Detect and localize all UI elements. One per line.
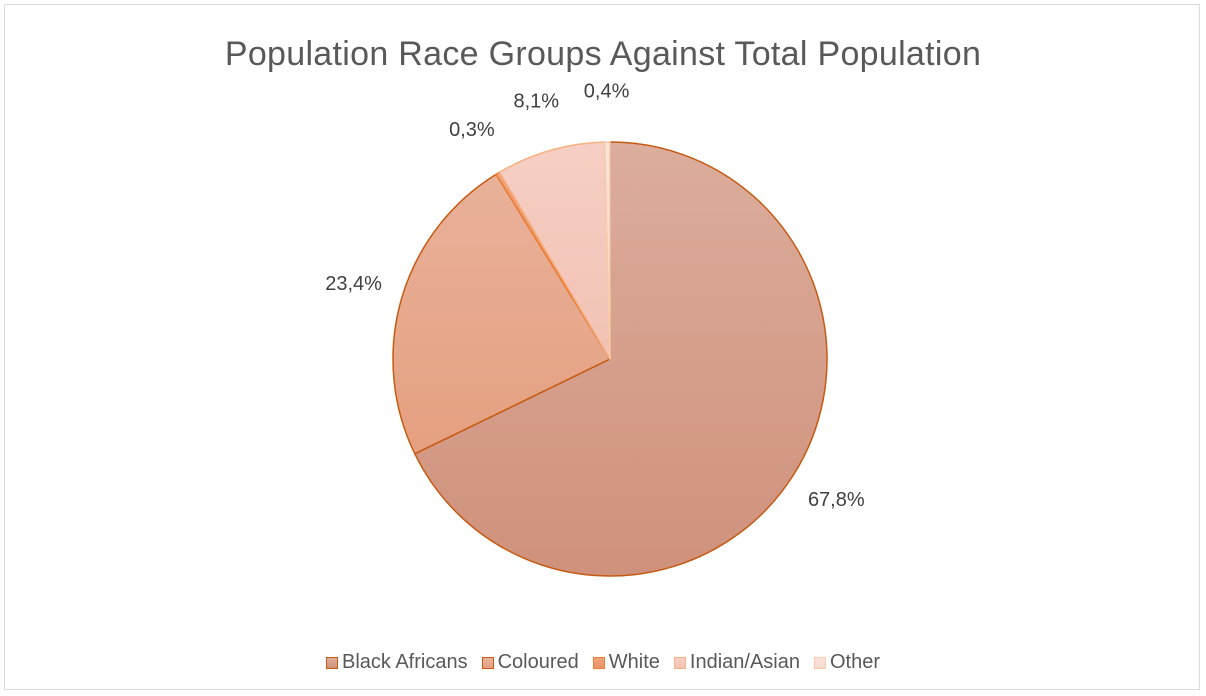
chart-title: Population Race Groups Against Total Pop… [224,35,982,73]
data-label-indian-asian: 8,1% [514,91,560,113]
legend-label: Black Africans [341,651,468,673]
legend-label: Indian/Asian [689,651,800,673]
pie-slices [392,141,828,577]
legend-swatch [673,656,686,669]
pie-slice-other [603,141,611,360]
data-label-coloured: 23,4% [325,273,382,295]
legend-item-other: Other [813,651,880,674]
legend-item-coloured: Coloured [481,651,579,674]
pie-slice-coloured [392,173,611,455]
data-label-white: 0,3% [449,119,495,141]
pie-slice-black-africans [414,141,828,577]
legend-item-indian-asian: Indian/Asian [673,651,800,674]
legend-swatch [592,656,605,669]
legend-label: Other [829,651,880,673]
legend-label: Coloured [497,651,579,673]
legend-swatch [813,656,826,669]
legend-item-black-africans: Black Africans [325,651,468,674]
chart-legend: Black Africans Coloured White Indian/Asian O… [5,651,1201,674]
data-label-other: 0,4% [584,80,630,102]
pie-slice-indian-asian [498,141,611,360]
legend-label: White [608,651,660,673]
legend-swatch [481,656,494,669]
chart-area: Population Race Groups Against Total Pop… [4,4,1200,690]
legend-item-white: White [592,651,660,674]
legend-swatch [325,656,338,669]
pie-plot: 67,8% 23,4% 0,3% 8,1% 0,4% [325,80,865,577]
pie-labels: 67,8% 23,4% 0,3% 8,1% 0,4% [325,80,865,511]
data-label-black-africans: 67,8% [808,489,865,511]
